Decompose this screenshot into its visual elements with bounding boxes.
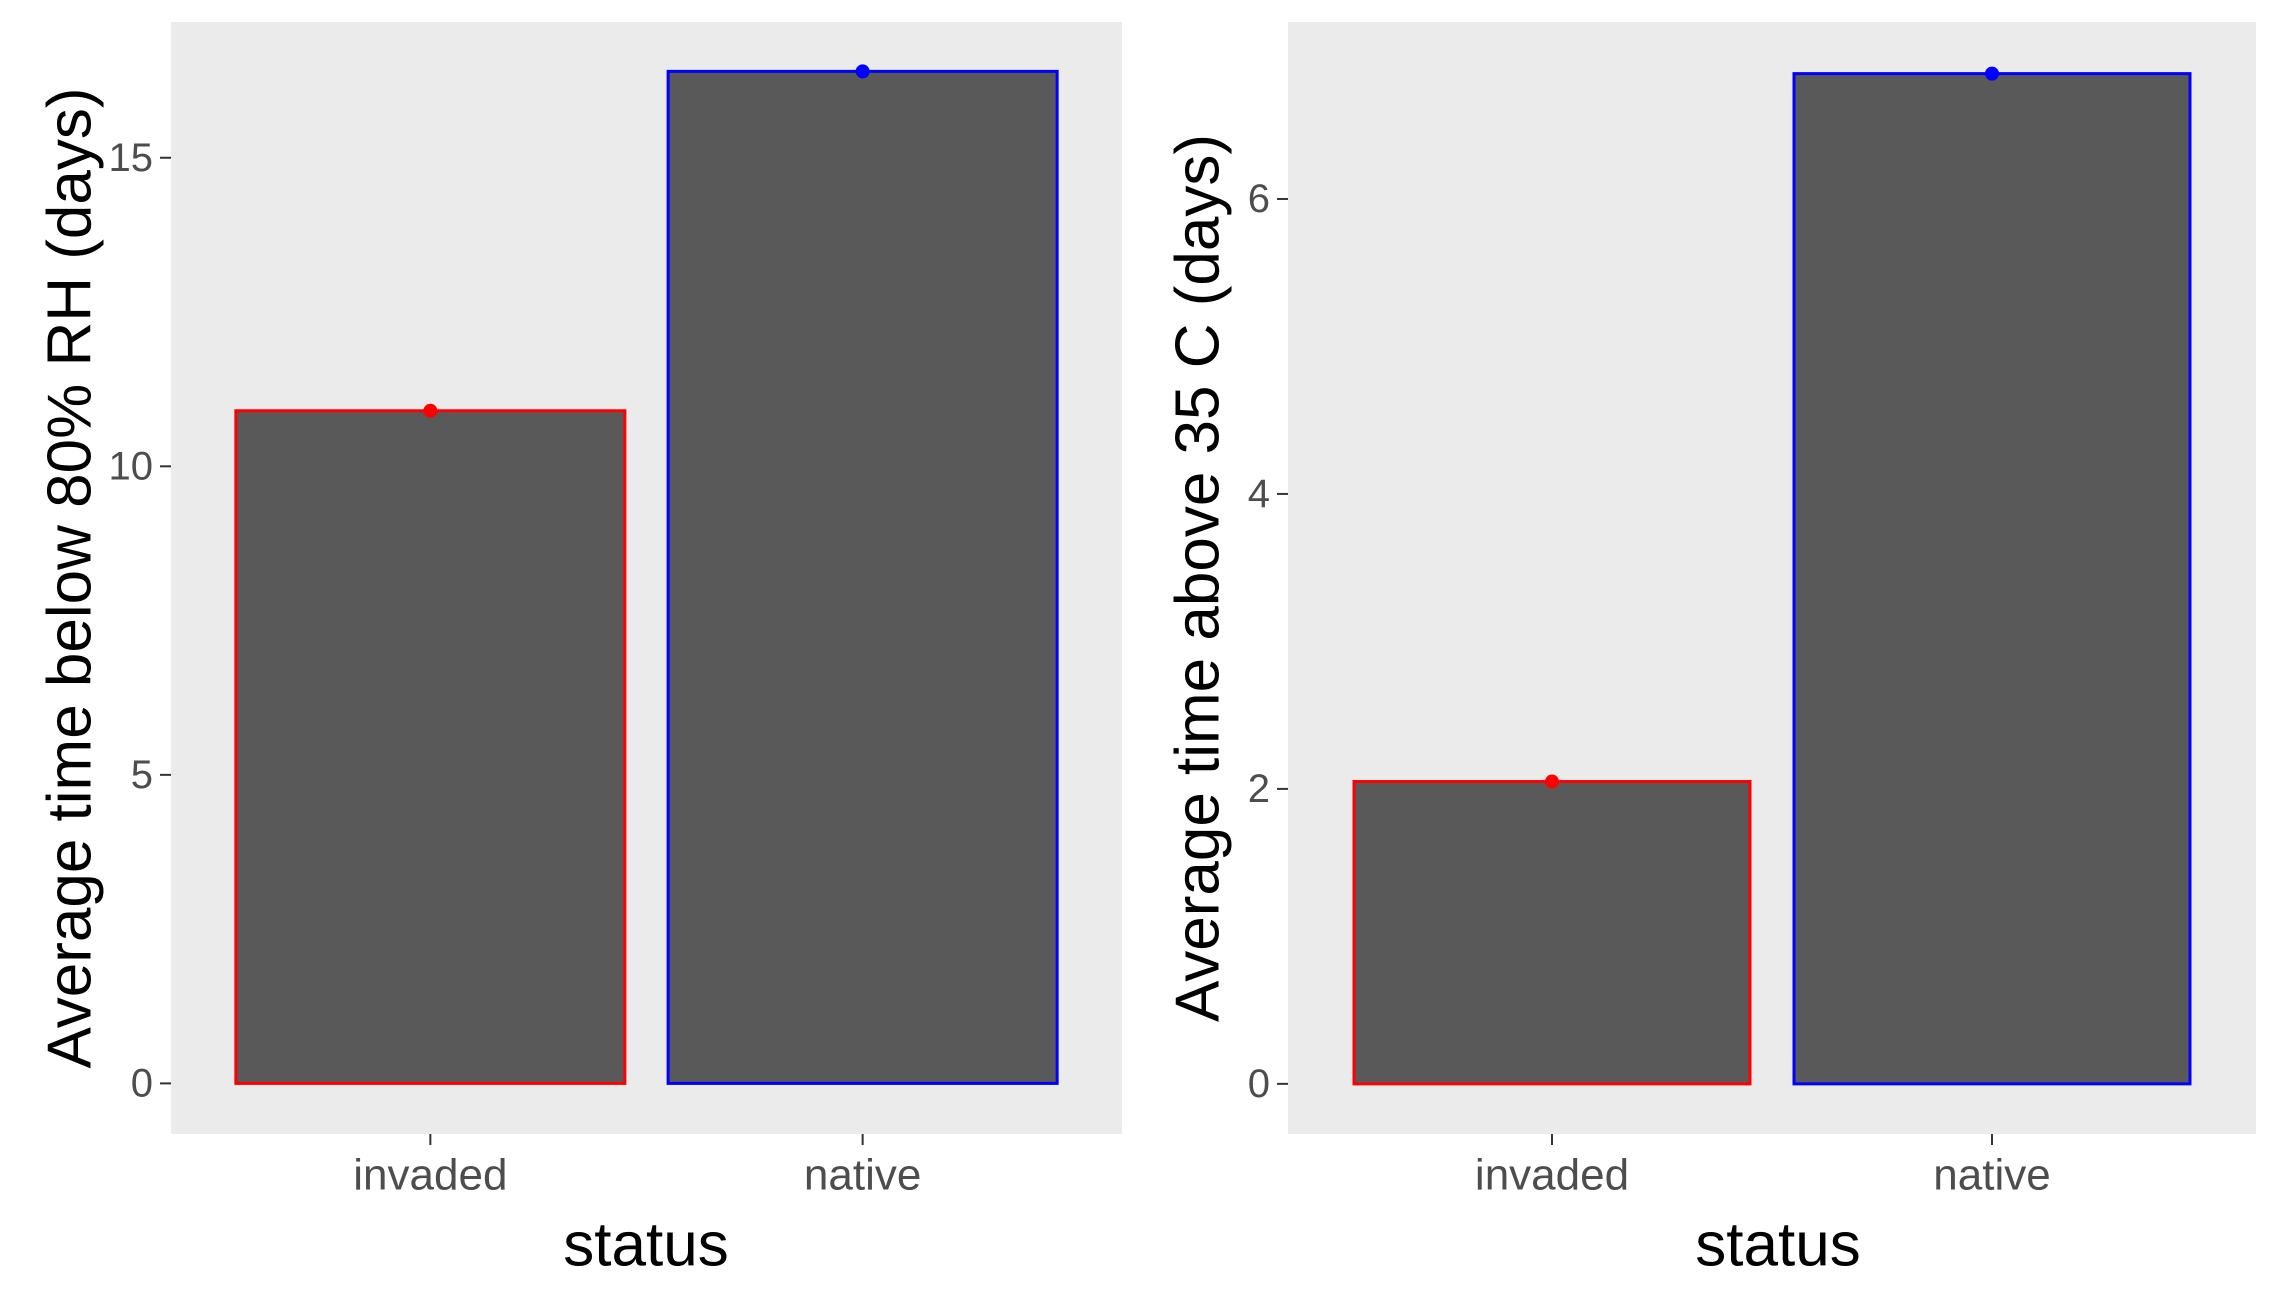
y-tick-label: 6 bbox=[1248, 177, 1270, 221]
y-tick-label: 4 bbox=[1248, 472, 1270, 516]
mean-point-invaded bbox=[1545, 774, 1559, 789]
bar-invaded bbox=[1352, 780, 1752, 1086]
chart-time-above-35c: 0 2 4 6 invaded native status Average time abov… bbox=[1164, 22, 2256, 1280]
x-tick-label-native: native bbox=[804, 1151, 921, 1200]
y-axis-title: Average time below 80% RH (days) bbox=[36, 88, 105, 1069]
bar-native bbox=[666, 69, 1059, 1085]
y-tick-label: 10 bbox=[109, 444, 154, 488]
bar-native bbox=[1792, 72, 2192, 1086]
x-axis-title: status bbox=[1695, 1211, 1860, 1280]
y-tick-label: 5 bbox=[131, 753, 153, 797]
mean-point-native bbox=[855, 64, 870, 79]
y-axis-title: Average time above 35 C (days) bbox=[1164, 134, 1233, 1022]
y-tick-label: 15 bbox=[109, 136, 154, 180]
y-tick-label: 0 bbox=[131, 1061, 153, 1105]
mean-point-native bbox=[1985, 66, 1999, 81]
y-tick-label: 2 bbox=[1248, 767, 1270, 811]
mean-point-invaded bbox=[423, 403, 438, 418]
chart-time-below-80-rh: 0 5 10 15 invaded native status Average time be… bbox=[36, 22, 1122, 1280]
bar-invaded bbox=[234, 409, 627, 1085]
x-tick-label-native: native bbox=[1933, 1151, 2050, 1200]
y-tick-label: 0 bbox=[1248, 1062, 1270, 1106]
x-tick-label-invaded: invaded bbox=[353, 1151, 507, 1200]
x-axis-title: status bbox=[563, 1211, 728, 1280]
x-tick-label-invaded: invaded bbox=[1475, 1151, 1629, 1200]
